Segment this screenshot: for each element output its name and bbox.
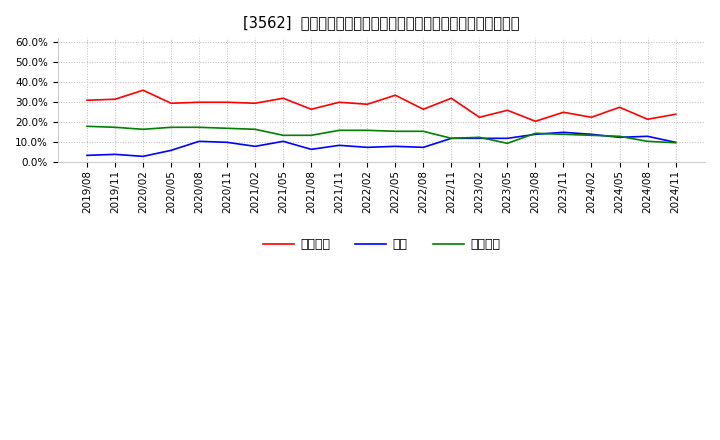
買入債務: [222, 126, 231, 131]
買入債務: [671, 140, 680, 145]
売上債権: [139, 88, 148, 93]
買入債務: [643, 139, 652, 144]
在庫: [139, 154, 148, 159]
在庫: [195, 139, 204, 144]
売上債権: [559, 110, 568, 115]
在庫: [251, 144, 259, 149]
在庫: [447, 136, 456, 141]
買入債務: [307, 133, 315, 138]
在庫: [531, 132, 540, 137]
Line: 在庫: 在庫: [87, 132, 675, 156]
売上債権: [643, 117, 652, 122]
在庫: [643, 134, 652, 139]
買入債務: [531, 131, 540, 136]
在庫: [83, 153, 91, 158]
在庫: [167, 148, 176, 153]
在庫: [588, 132, 596, 137]
買入債務: [83, 124, 91, 129]
在庫: [335, 143, 343, 148]
買入債務: [251, 127, 259, 132]
買入債務: [279, 133, 287, 138]
在庫: [111, 152, 120, 157]
在庫: [475, 136, 484, 141]
売上債権: [671, 112, 680, 117]
売上債権: [391, 92, 400, 98]
売上債権: [251, 101, 259, 106]
買入債務: [363, 128, 372, 133]
売上債権: [222, 99, 231, 105]
買入債務: [111, 125, 120, 130]
買入債務: [615, 134, 624, 139]
買入債務: [139, 127, 148, 132]
売上債権: [167, 101, 176, 106]
買入債務: [391, 128, 400, 134]
在庫: [391, 144, 400, 149]
売上債権: [363, 102, 372, 107]
買入債務: [475, 135, 484, 140]
買入債務: [167, 125, 176, 130]
買入債務: [335, 128, 343, 133]
売上債権: [588, 115, 596, 120]
売上債権: [419, 106, 428, 112]
売上債権: [307, 106, 315, 112]
売上債権: [335, 99, 343, 105]
売上債権: [447, 95, 456, 101]
在庫: [503, 136, 512, 141]
買入債務: [195, 125, 204, 130]
在庫: [615, 135, 624, 140]
売上債権: [279, 95, 287, 101]
在庫: [279, 139, 287, 144]
買入債務: [559, 132, 568, 137]
買入債務: [503, 141, 512, 146]
売上債権: [83, 98, 91, 103]
売上債権: [111, 97, 120, 102]
売上債権: [475, 115, 484, 120]
Line: 買入債務: 買入債務: [87, 126, 675, 143]
在庫: [363, 145, 372, 150]
在庫: [671, 139, 680, 145]
売上債権: [531, 119, 540, 124]
Legend: 売上債権, 在庫, 買入債務: 売上債権, 在庫, 買入債務: [258, 233, 505, 256]
Title: [3562]  売上債権、在庫、買入債務の総資産に対する比率の推移: [3562] 売上債権、在庫、買入債務の総資産に対する比率の推移: [243, 15, 520, 30]
売上債権: [615, 105, 624, 110]
買入債務: [447, 136, 456, 141]
買入債務: [419, 128, 428, 134]
買入債務: [588, 133, 596, 138]
売上債権: [503, 108, 512, 113]
在庫: [307, 147, 315, 152]
在庫: [559, 130, 568, 135]
売上債権: [195, 99, 204, 105]
Line: 売上債権: 売上債権: [87, 90, 675, 121]
在庫: [419, 145, 428, 150]
在庫: [222, 139, 231, 145]
